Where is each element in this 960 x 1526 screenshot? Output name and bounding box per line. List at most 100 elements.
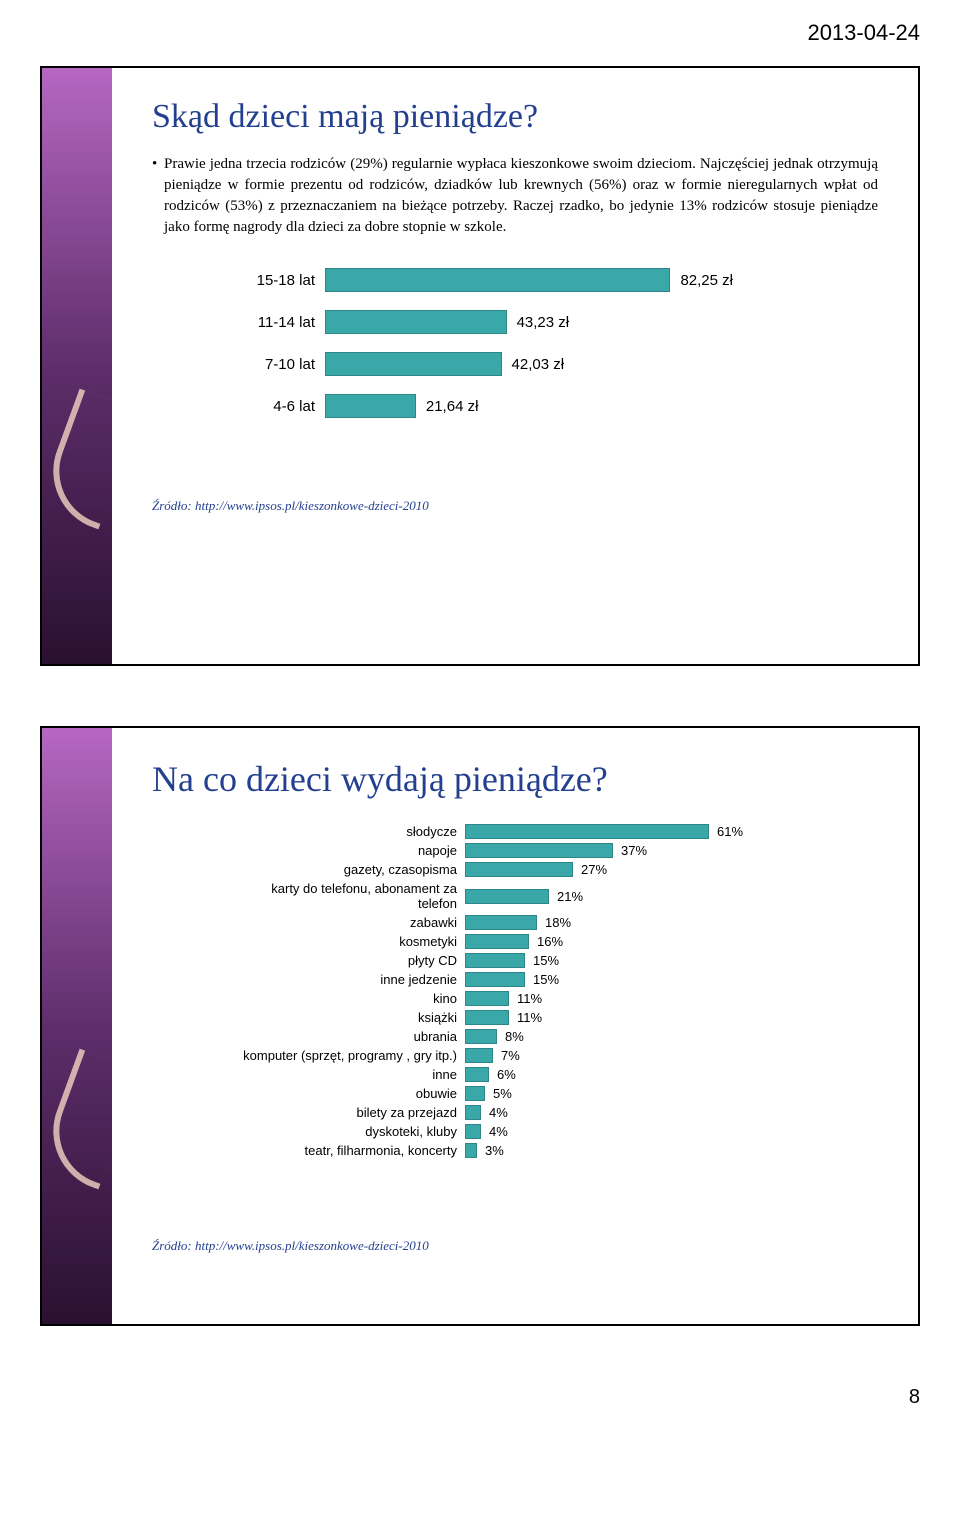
chart-row-value: 4% — [481, 1105, 508, 1120]
slide-1-source: Źródło: http://www.ipsos.pl/kieszonkowe-… — [152, 498, 878, 514]
chart-row: gazety, czasopisma 27% — [235, 862, 795, 877]
chart-bar — [465, 843, 613, 858]
chart-row-label: inne — [235, 1067, 465, 1082]
chart-bar-zone: 11% — [465, 991, 795, 1006]
chart-bar — [465, 1010, 509, 1025]
chart-row-value: 3% — [477, 1143, 504, 1158]
chart-bar-zone: 61% — [465, 824, 795, 839]
chart-row: książki 11% — [235, 1010, 795, 1025]
chart-row: bilety za przejazd 4% — [235, 1105, 795, 1120]
page-date: 2013-04-24 — [40, 20, 920, 46]
chart-bar — [325, 394, 416, 418]
chart-bar — [325, 352, 502, 376]
chart-row: ubrania8% — [235, 1029, 795, 1044]
chart-row: zabawki18% — [235, 915, 795, 930]
chart-row-label: gazety, czasopisma — [235, 862, 465, 877]
chart-bar — [465, 915, 537, 930]
chart-row-value: 61% — [709, 824, 743, 839]
chart-bar — [465, 991, 509, 1006]
chart-row-label: płyty CD — [235, 953, 465, 968]
chart-bar — [465, 1143, 477, 1158]
chart-bar-zone: 82,25 zł — [325, 268, 795, 292]
chart-row: napoje 37% — [235, 843, 795, 858]
chart-row-value: 37% — [613, 843, 647, 858]
chart-bar-zone: 8% — [465, 1029, 795, 1044]
chart-bar-zone: 7% — [465, 1048, 795, 1063]
chart-bar-zone: 27% — [465, 862, 795, 877]
chart-bar-zone: 21,64 zł — [325, 394, 795, 418]
chart-row-value: 42,03 zł — [502, 356, 565, 373]
page-number: 8 — [40, 1386, 920, 1409]
chart-bar — [465, 1048, 493, 1063]
slide-1-paragraph: Prawie jedna trzecia rodziców (29%) regu… — [152, 154, 878, 238]
chart-row: komputer (sprzęt, programy , gry itp.) 7% — [235, 1048, 795, 1063]
chart-row-label: 15-18 lat — [235, 272, 325, 289]
chart-bar-zone: 15% — [465, 953, 795, 968]
slide-1: Skąd dzieci mają pieniądze? Prawie jedna… — [40, 66, 920, 666]
chart-row-value: 21% — [549, 889, 583, 904]
chart-row-value: 27% — [573, 862, 607, 877]
slide-2: Na co dzieci wydają pieniądze? słodycze6… — [40, 726, 920, 1326]
chart-row-value: 11% — [509, 1010, 542, 1025]
chart-bar-zone: 37% — [465, 843, 795, 858]
slide-1-title: Skąd dzieci mają pieniądze? — [152, 98, 878, 136]
chart-row: płyty CD 15% — [235, 953, 795, 968]
chart-bar-zone: 3% — [465, 1143, 795, 1158]
chart-bar — [465, 1105, 481, 1120]
chart-bar-zone: 4% — [465, 1105, 795, 1120]
chart-row-label: teatr, filharmonia, koncerty — [235, 1143, 465, 1158]
chart-bar — [465, 1067, 489, 1082]
chart-bar-zone: 15% — [465, 972, 795, 987]
chart-row-value: 4% — [481, 1124, 508, 1139]
chart-spending: słodycze61%napoje37%gazety, czasopisma27… — [235, 824, 795, 1158]
chart-bar — [325, 310, 507, 334]
chart-row-value: 15% — [525, 972, 559, 987]
chart-row-label: ubrania — [235, 1029, 465, 1044]
chart-bar-zone: 42,03 zł — [325, 352, 795, 376]
slide-side-art — [42, 728, 112, 1324]
chart-row-value: 15% — [525, 953, 559, 968]
chart-row-value: 6% — [489, 1067, 516, 1082]
chart-row: dyskoteki, kluby4% — [235, 1124, 795, 1139]
chart-bar-zone: 16% — [465, 934, 795, 949]
chart-row-label: inne jedzenie — [235, 972, 465, 987]
chart-bar — [465, 862, 573, 877]
chart-row-value: 7% — [493, 1048, 520, 1063]
slide-2-source: Źródło: http://www.ipsos.pl/kieszonkowe-… — [152, 1238, 878, 1254]
slide-2-title: Na co dzieci wydają pieniądze? — [152, 758, 878, 800]
chart-bar — [465, 972, 525, 987]
chart-row-value: 82,25 zł — [670, 272, 733, 289]
chart-row: inne 6% — [235, 1067, 795, 1082]
chart-bar — [465, 1124, 481, 1139]
chart-row-label: karty do telefonu, abonament za telefon — [235, 881, 465, 911]
chart-row: karty do telefonu, abonament za telefon 2… — [235, 881, 795, 911]
chart-row-value: 21,64 zł — [416, 398, 479, 415]
chart-row-label: napoje — [235, 843, 465, 858]
chart-bar-zone: 18% — [465, 915, 795, 930]
slide-1-body: Skąd dzieci mają pieniądze? Prawie jedna… — [112, 68, 918, 664]
chart-bar-zone: 43,23 zł — [325, 310, 795, 334]
chart-bar-zone: 5% — [465, 1086, 795, 1101]
chart-row-label: kosmetyki — [235, 934, 465, 949]
chart-row-label: 7-10 lat — [235, 356, 325, 373]
chart-row-value: 5% — [485, 1086, 512, 1101]
chart-age-money: 15-18 lat 82,25 zł 11-14 lat43,23 zł 7-10 l… — [235, 268, 795, 418]
chart-row: obuwie 5% — [235, 1086, 795, 1101]
chart-row-label: obuwie — [235, 1086, 465, 1101]
chart-row-label: komputer (sprzęt, programy , gry itp.) — [235, 1048, 465, 1063]
chart-bar — [465, 889, 549, 904]
chart-row-label: zabawki — [235, 915, 465, 930]
chart-row: 7-10 lat 42,03 zł — [235, 352, 795, 376]
chart-row: 11-14 lat43,23 zł — [235, 310, 795, 334]
chart-bar — [465, 1029, 497, 1044]
chart-bar — [465, 934, 529, 949]
chart-row: kino11% — [235, 991, 795, 1006]
chart-row-value: 11% — [509, 991, 542, 1006]
slide-side-art — [42, 68, 112, 664]
chart-bar — [465, 824, 709, 839]
chart-row-label: książki — [235, 1010, 465, 1025]
chart-bar-zone: 11% — [465, 1010, 795, 1025]
slide-2-body: Na co dzieci wydają pieniądze? słodycze6… — [112, 728, 918, 1324]
chart-row-label: bilety za przejazd — [235, 1105, 465, 1120]
chart-row-label: 11-14 lat — [235, 314, 325, 331]
